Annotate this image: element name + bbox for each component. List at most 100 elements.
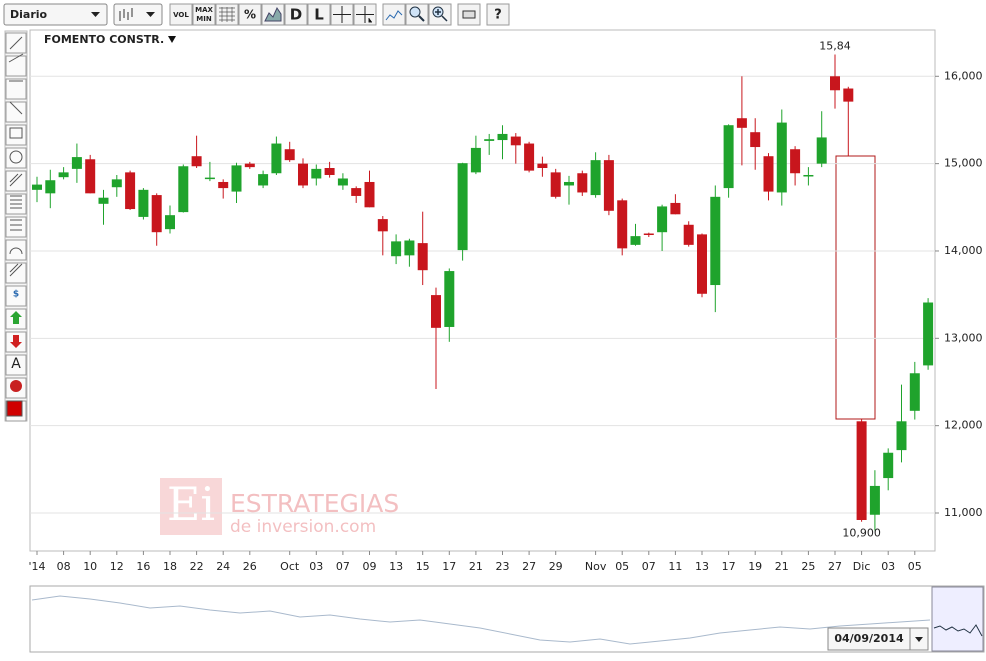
candle-body — [923, 302, 934, 366]
candle-body — [750, 132, 761, 148]
tool-button[interactable] — [5, 170, 27, 192]
candle-body — [125, 172, 136, 210]
x-tick-label: 22 — [190, 560, 204, 573]
candle-body — [204, 177, 215, 180]
candle-body — [470, 147, 481, 173]
x-tick-label: 09 — [363, 560, 377, 573]
candle-body — [311, 168, 322, 179]
draw-button[interactable] — [382, 3, 406, 26]
candle-body — [417, 243, 428, 271]
dropdown-arrow — [915, 637, 923, 642]
tool-icon — [9, 150, 23, 164]
tool-button[interactable] — [5, 239, 27, 261]
period-select[interactable] — [3, 3, 108, 26]
candle-body — [258, 174, 269, 186]
candle-body — [324, 168, 335, 175]
tool-button[interactable] — [5, 216, 27, 238]
candle-body — [151, 195, 162, 233]
x-tick-label: 21 — [775, 560, 789, 573]
candle-body — [58, 172, 69, 178]
candle-body — [191, 156, 202, 167]
tool-button[interactable] — [5, 55, 27, 77]
x-tick-label: 03 — [881, 560, 895, 573]
vol-button[interactable] — [169, 3, 193, 26]
chart-title: FOMENTO CONSTR. — [44, 33, 164, 46]
candle-body — [790, 149, 801, 174]
candle-body — [683, 224, 694, 245]
candle-body — [776, 122, 787, 193]
navigator-line — [31, 595, 931, 645]
help-button[interactable] — [486, 3, 510, 26]
l-button[interactable] — [307, 3, 331, 26]
toolbar: Diario VOL MAX MIN % D L ? — [3, 3, 510, 26]
candle-body — [484, 139, 495, 141]
candle-body — [590, 160, 601, 196]
color-tool[interactable] — [6, 400, 23, 417]
candle-body — [803, 174, 814, 177]
candle-body — [351, 188, 362, 196]
candle-body — [271, 143, 282, 174]
maxmin-button[interactable] — [192, 3, 216, 26]
candle-body — [856, 421, 867, 520]
annotation: 15,84 — [819, 39, 851, 52]
candle-body — [670, 202, 681, 215]
candle-body — [298, 163, 308, 186]
tool-button[interactable] — [5, 262, 27, 284]
zoom-icon — [435, 9, 448, 22]
candle-body — [524, 143, 535, 171]
delete-tool[interactable] — [10, 380, 22, 392]
x-tick-label: Oct — [280, 560, 300, 573]
candle-body — [736, 118, 747, 128]
candle-body — [883, 452, 894, 479]
tool-button[interactable] — [5, 101, 27, 123]
d-button[interactable] — [284, 3, 308, 26]
percent-label: % — [244, 8, 256, 22]
tool-button[interactable] — [5, 354, 27, 376]
text-tool[interactable]: A — [11, 356, 21, 372]
x-tick-label: 21 — [469, 560, 483, 573]
tool-icon — [10, 195, 22, 209]
candle-body — [816, 137, 827, 164]
candle-body — [71, 157, 82, 169]
candle-body — [564, 181, 574, 186]
x-tick-label: 27 — [828, 560, 842, 573]
max-label: MAX — [195, 6, 213, 14]
x-tick-label: 27 — [522, 560, 536, 573]
x-tick-label: 12 — [110, 560, 124, 573]
candle-body — [457, 163, 468, 251]
date-label: 04/09/2014 — [834, 632, 904, 645]
candle-body — [337, 178, 348, 186]
candle-body — [178, 166, 189, 213]
title-arrow[interactable] — [168, 36, 176, 43]
candle-body — [723, 125, 734, 189]
down-arrow-tool[interactable] — [10, 335, 22, 348]
zoom-icon — [418, 15, 425, 22]
tool-icon — [9, 173, 23, 187]
dollar-tool[interactable]: $ — [13, 290, 19, 300]
tool-button[interactable] — [5, 78, 27, 100]
navigator-window[interactable] — [931, 586, 984, 652]
l-label: L — [314, 6, 324, 24]
min-label: MIN — [196, 15, 212, 23]
area-icon — [264, 6, 282, 22]
plot-frame — [29, 29, 936, 552]
tool-button[interactable] — [5, 124, 27, 146]
navigator: 04/09/2014 — [29, 585, 985, 653]
x-tick-label: 25 — [801, 560, 815, 573]
candle-body — [537, 163, 548, 169]
percent-button[interactable] — [238, 3, 262, 26]
x-tick-label: 18 — [163, 560, 177, 573]
x-tick-label: 07 — [336, 560, 350, 573]
up-arrow-tool[interactable] — [10, 311, 22, 324]
period-label: Diario — [10, 8, 48, 21]
x-tick-label: 26 — [243, 560, 257, 573]
candle-body — [231, 165, 242, 192]
chart-type-select[interactable] — [113, 3, 163, 26]
tool-icon — [9, 36, 23, 50]
x-tick-label: Nov — [585, 560, 607, 573]
candle-body — [165, 215, 175, 230]
candle-body — [404, 240, 415, 256]
tool-button[interactable] — [5, 285, 27, 307]
